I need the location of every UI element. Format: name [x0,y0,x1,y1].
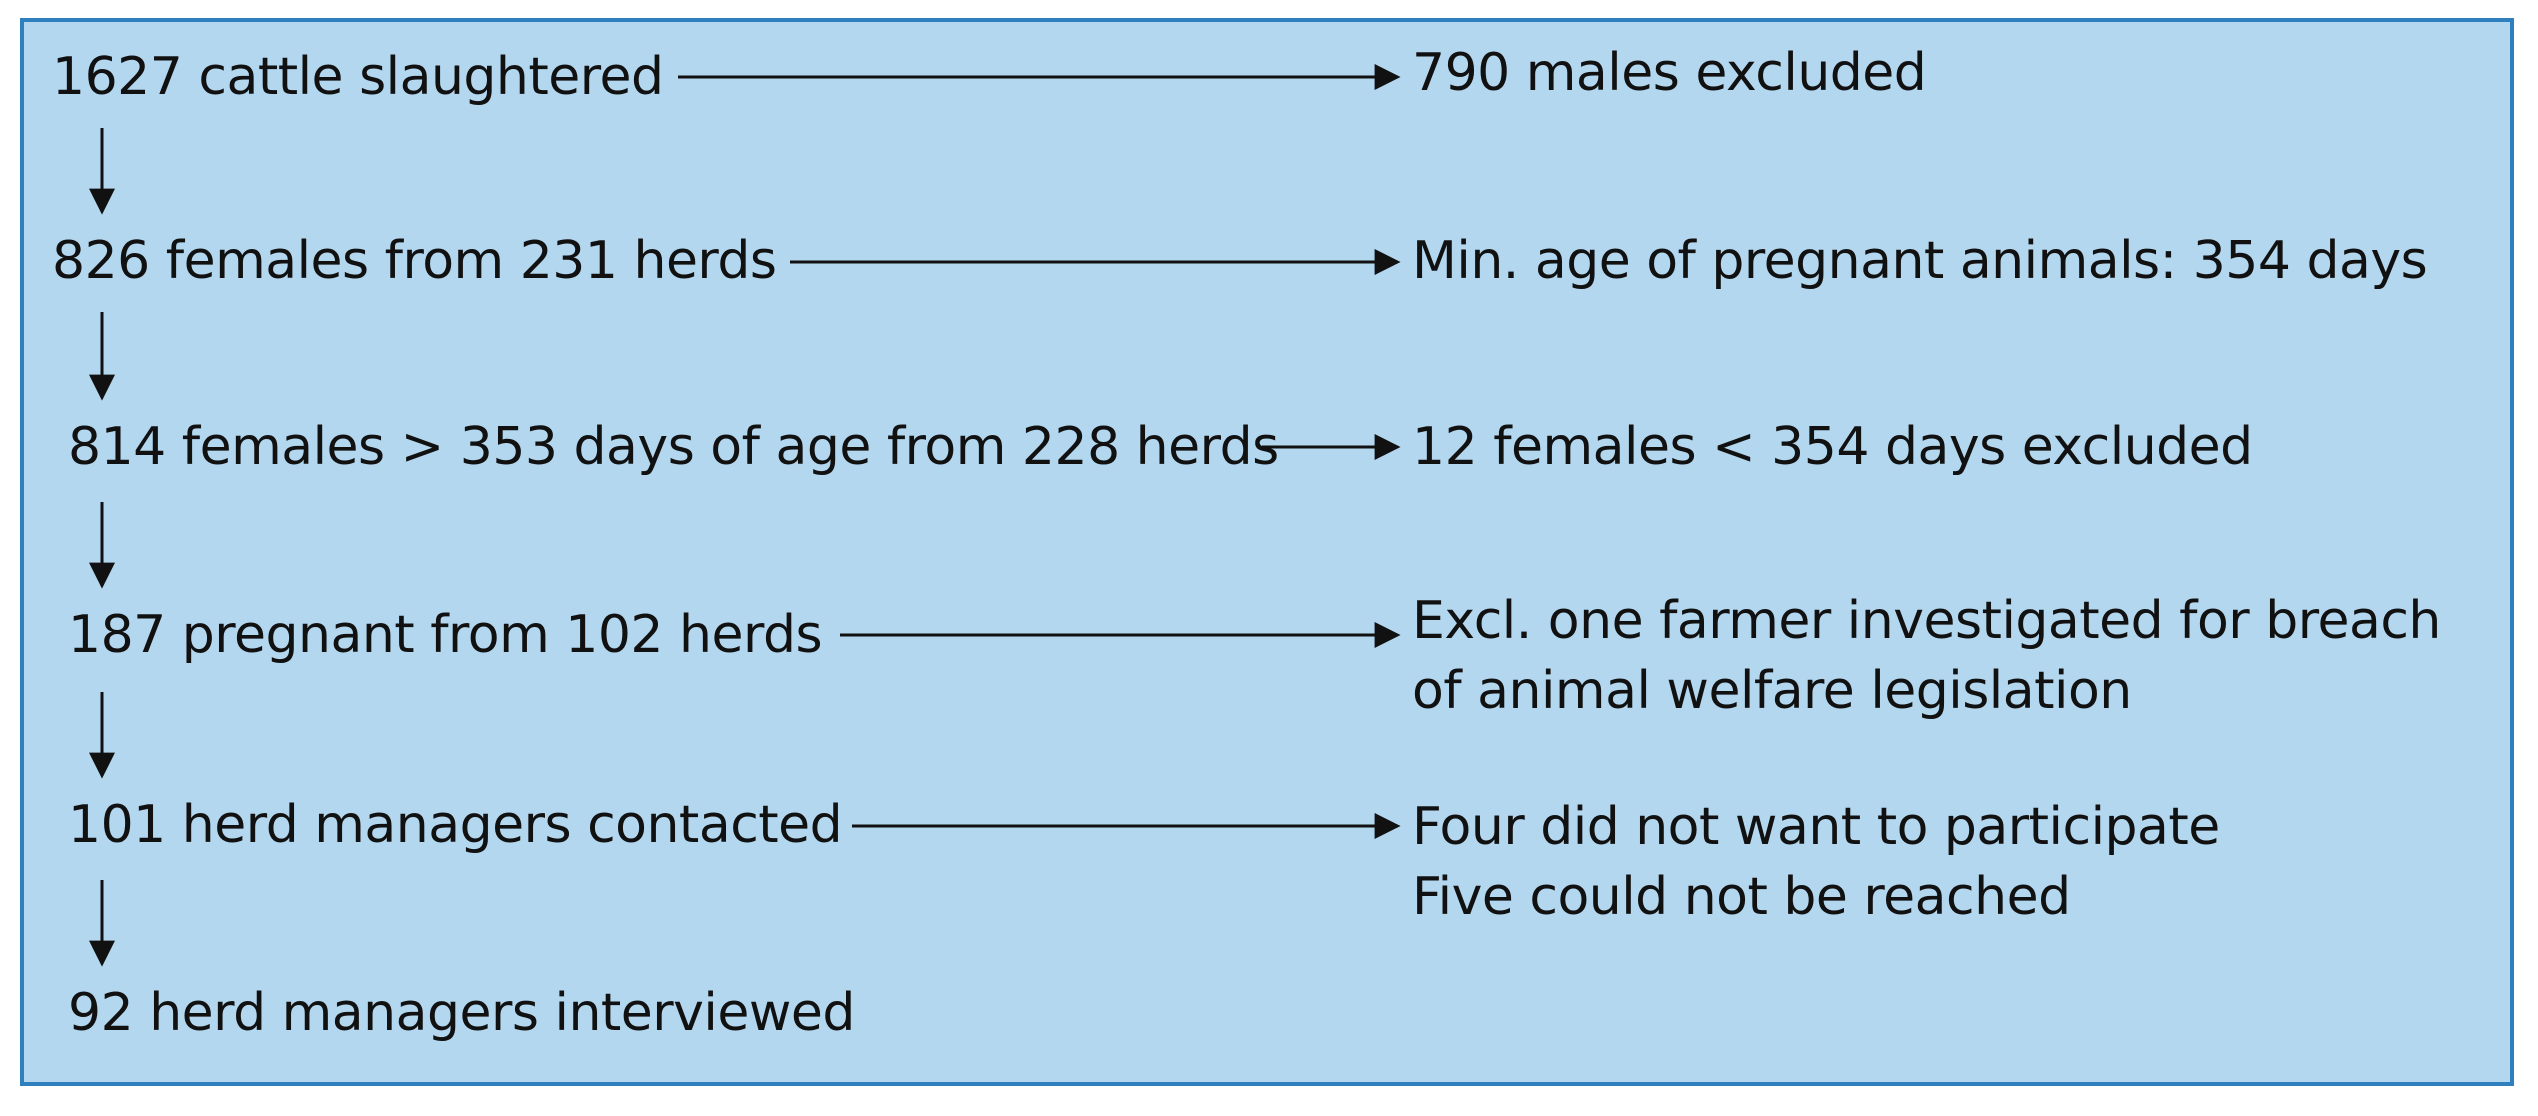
note-not-reached: Five could not be reached [1412,867,2071,927]
step-pregnant-herds: 187 pregnant from 102 herds [68,605,823,665]
note-farmer-excluded-line1: Excl. one farmer investigated for breach [1412,591,2441,651]
note-min-age-pregnant: Min. age of pregnant animals: 354 days [1412,231,2428,291]
flow-diagram-panel [20,18,2514,1086]
note-farmer-excluded-line2: of animal welfare legislation [1412,661,2132,721]
note-did-not-participate: Four did not want to participate [1412,797,2220,857]
note-young-females-excluded: 12 females < 354 days excluded [1412,417,2253,477]
step-females-age-filter: 814 females > 353 days of age from 228 h… [68,417,1279,477]
step-managers-contacted: 101 herd managers contacted [68,795,843,855]
step-cattle-slaughtered: 1627 cattle slaughtered [52,47,664,107]
note-males-excluded: 790 males excluded [1412,43,1927,103]
step-females-herds: 826 females from 231 herds [52,231,777,291]
step-managers-interviewed: 92 herd managers interviewed [68,983,855,1043]
